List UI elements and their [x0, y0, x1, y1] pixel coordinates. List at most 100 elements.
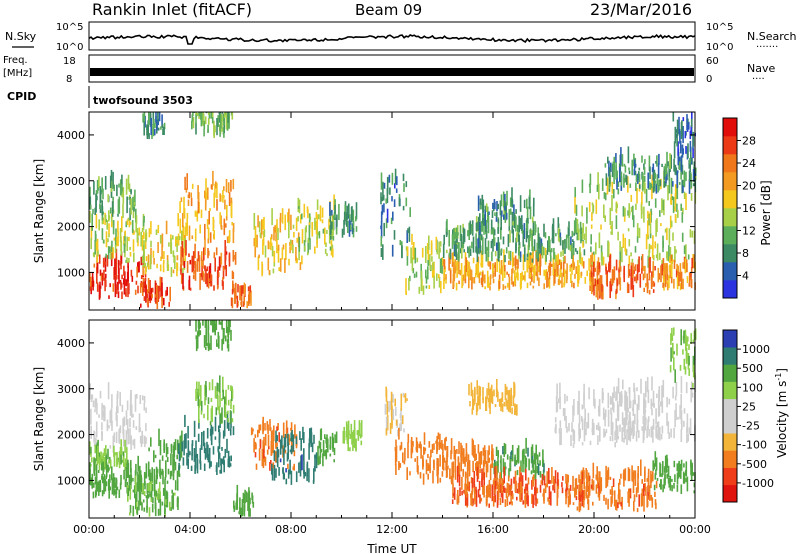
velocity-cell — [623, 469, 625, 487]
power-cell — [351, 223, 354, 235]
velocity-cell — [459, 487, 461, 496]
velocity-cell — [270, 430, 273, 445]
velocity-cell — [105, 462, 108, 478]
velocity-cell — [683, 408, 686, 414]
velocity-cell — [115, 431, 118, 444]
power-cell — [658, 273, 660, 280]
power-cell — [235, 282, 237, 299]
velocity-cell — [229, 428, 232, 436]
power-cell — [675, 269, 678, 278]
power-cell — [107, 246, 110, 259]
velocity-cell — [463, 489, 465, 494]
power-cell — [662, 258, 665, 272]
velocity-cell — [542, 458, 544, 467]
velocity-cell — [452, 493, 455, 497]
power-cell — [470, 269, 473, 278]
power-cell — [223, 195, 225, 199]
velocity-cell — [472, 460, 474, 473]
power-cell — [189, 259, 192, 265]
power-cell — [130, 269, 133, 277]
velocity-cell — [116, 486, 119, 491]
power-cell — [186, 213, 189, 219]
velocity-cell — [674, 395, 677, 401]
power-cell — [528, 237, 530, 248]
power-cell — [449, 269, 452, 284]
velocity-cell — [191, 440, 194, 447]
power-cell — [579, 221, 582, 233]
power-cell — [159, 234, 162, 244]
velocity-cell — [611, 422, 614, 430]
velocity-cell — [107, 464, 109, 473]
power-cell — [664, 263, 666, 275]
power-cell — [330, 240, 333, 256]
power-cell — [485, 225, 487, 232]
power-cell — [671, 259, 674, 262]
power-cell — [562, 261, 565, 277]
power-cell — [630, 273, 632, 290]
velocity-cell — [355, 447, 357, 452]
velocity-cell — [610, 412, 613, 424]
velocity-cell — [512, 395, 515, 407]
velocity-colorbar-swatch — [723, 416, 737, 434]
power-cell — [454, 227, 457, 233]
power-cell — [454, 228, 457, 240]
velocity-cell — [218, 429, 221, 443]
velocity-cell — [292, 434, 295, 452]
power-cell — [509, 250, 512, 261]
velocity-cell — [520, 472, 522, 482]
velocity-cell — [568, 489, 571, 500]
velocity-cell — [335, 431, 338, 443]
power-cell — [123, 265, 125, 276]
power-cell — [232, 223, 235, 232]
velocity-cell — [443, 457, 446, 463]
power-cell — [124, 230, 126, 237]
velocity-cell — [575, 478, 578, 495]
velocity-cell — [304, 471, 307, 477]
velocity-cell — [526, 493, 528, 505]
velocity-cell — [693, 490, 695, 494]
power-cell — [612, 269, 615, 283]
power-cell — [597, 284, 599, 300]
x-tick-label: 20:00 — [578, 523, 610, 536]
power-cell — [156, 263, 158, 269]
velocity-cell — [290, 445, 293, 455]
velocity-cell — [390, 391, 393, 403]
velocity-cell — [310, 432, 313, 447]
velocity-cell — [177, 496, 179, 503]
velocity-cell — [465, 443, 468, 458]
power-cell — [581, 257, 584, 267]
velocity-cell — [124, 462, 126, 471]
power-cell — [279, 217, 282, 233]
velocity-cell — [559, 397, 561, 410]
velocity-cell — [666, 464, 669, 468]
velocity-cell — [214, 323, 216, 336]
power-cell — [143, 240, 145, 255]
velocity-heatmap — [89, 320, 697, 517]
velocity-cell — [457, 458, 460, 471]
power-cell — [664, 163, 667, 177]
power-cell — [640, 256, 643, 261]
velocity-cell — [628, 468, 631, 482]
velocity-cell — [120, 439, 122, 454]
power-cell — [515, 258, 518, 265]
power-cell — [595, 280, 598, 298]
power-cell — [502, 236, 505, 245]
velocity-cell — [122, 451, 125, 457]
velocity-cell — [157, 488, 160, 493]
velocity-cell — [643, 483, 645, 496]
power-cell — [493, 229, 496, 236]
power-cell — [263, 229, 266, 237]
power-cell — [204, 238, 206, 255]
velocity-cell — [488, 503, 490, 508]
power-cell — [289, 239, 292, 247]
power-heatmap — [89, 112, 697, 309]
power-cell — [132, 239, 135, 252]
power-cell — [493, 264, 495, 268]
power-cell — [528, 196, 531, 209]
velocity-cell — [467, 473, 469, 490]
velocity-cell — [449, 468, 451, 480]
velocity-cell — [200, 410, 203, 415]
velocity-cell — [680, 459, 683, 471]
power-cell — [685, 193, 687, 210]
power-cell — [449, 248, 452, 260]
